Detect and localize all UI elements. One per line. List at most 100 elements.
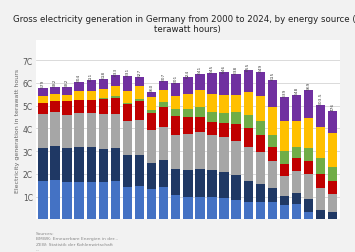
Text: 646: 646 <box>222 64 226 72</box>
Bar <box>328 194 338 213</box>
Bar <box>135 100 144 102</box>
Bar <box>183 78 192 94</box>
Text: 569: 569 <box>307 81 311 90</box>
Bar <box>207 198 217 219</box>
Bar <box>316 159 326 175</box>
Text: 604: 604 <box>77 74 81 82</box>
Bar <box>99 89 108 98</box>
Bar <box>231 113 241 125</box>
Text: 641: 641 <box>198 65 202 73</box>
Bar <box>183 135 192 171</box>
Bar <box>62 182 72 219</box>
Bar <box>328 112 338 133</box>
Text: 624: 624 <box>186 69 190 77</box>
Bar <box>87 113 96 147</box>
Bar <box>304 148 313 161</box>
Bar <box>280 197 289 205</box>
Bar <box>316 210 326 219</box>
Bar <box>304 161 313 174</box>
Bar <box>38 104 48 115</box>
Bar <box>268 202 277 219</box>
Bar <box>231 141 241 175</box>
Bar <box>38 97 48 104</box>
Bar <box>195 133 204 169</box>
Bar <box>183 171 192 197</box>
Bar <box>268 136 277 148</box>
Bar <box>183 117 192 135</box>
Bar <box>123 77 132 92</box>
Text: 582: 582 <box>65 78 69 87</box>
Bar <box>87 81 96 91</box>
Bar <box>38 88 48 97</box>
Bar <box>62 148 72 182</box>
Bar <box>280 164 289 177</box>
Bar <box>111 87 120 97</box>
Bar <box>328 167 338 181</box>
Text: 633: 633 <box>113 67 118 75</box>
Bar <box>87 91 96 100</box>
Bar <box>62 95 72 102</box>
Bar <box>292 158 301 171</box>
Bar <box>50 88 60 95</box>
Bar <box>135 87 144 100</box>
Text: 601: 601 <box>174 74 178 82</box>
Bar <box>207 122 217 135</box>
Bar <box>268 188 277 202</box>
Bar <box>171 136 180 170</box>
Bar <box>316 105 326 127</box>
Bar <box>207 73 217 94</box>
Bar <box>280 152 289 164</box>
Bar <box>231 175 241 200</box>
Bar <box>231 75 241 96</box>
Bar <box>111 149 120 182</box>
Bar <box>195 198 204 219</box>
Bar <box>219 172 229 199</box>
Bar <box>87 101 96 113</box>
Bar <box>159 128 168 161</box>
Bar <box>244 202 253 219</box>
Text: 655: 655 <box>246 62 250 70</box>
Text: 560: 560 <box>149 83 154 92</box>
Bar <box>171 195 180 219</box>
Bar <box>207 135 217 171</box>
Bar <box>256 73 265 97</box>
Bar <box>268 148 277 162</box>
Bar <box>111 182 120 219</box>
Bar <box>99 182 108 219</box>
Bar <box>99 150 108 182</box>
Bar <box>111 114 120 149</box>
Bar <box>244 71 253 92</box>
Bar <box>280 177 289 197</box>
Bar <box>183 94 192 109</box>
Bar <box>207 171 217 198</box>
Text: 638: 638 <box>234 66 238 74</box>
Bar <box>123 121 132 155</box>
Bar <box>75 92 84 101</box>
Bar <box>171 96 180 109</box>
Bar <box>219 73 229 95</box>
Bar <box>111 97 120 98</box>
Bar <box>123 187 132 219</box>
Bar <box>99 80 108 89</box>
Bar <box>159 103 168 107</box>
Text: 539: 539 <box>283 88 286 97</box>
Bar <box>256 153 265 184</box>
Bar <box>147 93 156 98</box>
Bar <box>135 77 144 87</box>
Bar <box>304 174 313 200</box>
Bar <box>256 122 265 135</box>
Bar <box>219 113 229 124</box>
Bar <box>135 155 144 186</box>
Bar <box>231 200 241 219</box>
Bar <box>195 91 204 108</box>
Bar <box>280 205 289 219</box>
Bar <box>219 95 229 113</box>
Bar <box>268 107 277 136</box>
Title: Gross electricity generation in Germany from 2000 to 2024, by energy source (in
: Gross electricity generation in Germany … <box>12 15 355 34</box>
Bar <box>171 109 180 117</box>
Bar <box>292 204 301 219</box>
Bar <box>244 181 253 202</box>
Bar <box>304 200 313 212</box>
Bar <box>195 169 204 198</box>
Bar <box>219 199 229 219</box>
